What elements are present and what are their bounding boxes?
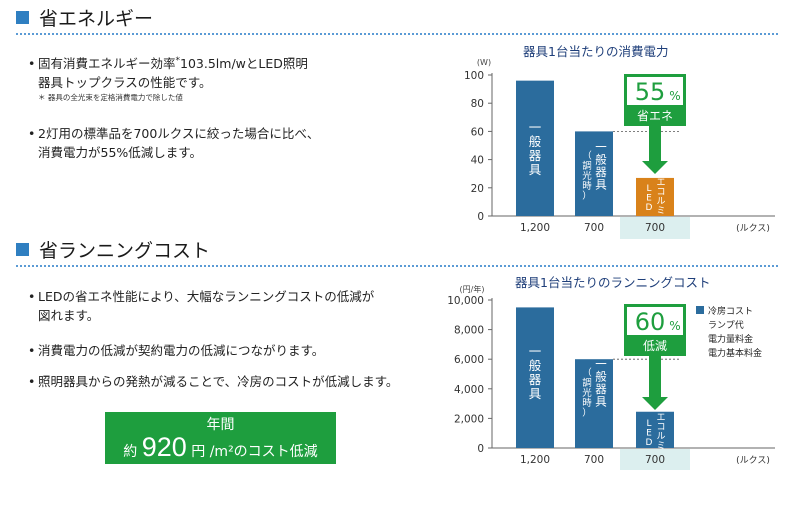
savings-unit: 円 /m²のコスト低減 bbox=[191, 444, 318, 460]
chart-1-bar bbox=[575, 359, 613, 448]
chart-1-y-tick-label: 10,000 bbox=[447, 295, 484, 307]
chart-0-bar-label: （調光時） bbox=[582, 150, 592, 202]
chart-0-y-tick-label: 0 bbox=[477, 211, 484, 223]
square-icon bbox=[16, 242, 29, 256]
footnote: ＊ 器具の全光束を定格消費電力で除した値 bbox=[38, 93, 183, 103]
chart-0-y-tick-label: 20 bbox=[471, 183, 484, 195]
chart-1-bar bbox=[516, 307, 554, 448]
chart-0-y-tick-label: 60 bbox=[471, 126, 484, 138]
chart-1-bar-label: 一般器具 bbox=[595, 357, 607, 409]
chart-1-category-highlight bbox=[620, 449, 690, 470]
savings-amount: 920 bbox=[141, 432, 187, 462]
chart-0-x-tick-label: 1,200 bbox=[520, 222, 550, 234]
chart-0-x-tick-label: 700 bbox=[584, 222, 604, 234]
chart-0-title: 器具1台当たりの消費電力 bbox=[523, 44, 668, 59]
chart-1-y-tick-label: 6,000 bbox=[454, 354, 484, 366]
chart-1-legend-entry: 電力量料金 bbox=[708, 333, 753, 345]
chart-0-bar-label: 一般器具 bbox=[529, 120, 542, 177]
chart-0-bar bbox=[516, 80, 554, 216]
chart-1-y-unit-label: (円/年) bbox=[460, 284, 485, 294]
chart-1-y-tick-label: 2,000 bbox=[454, 413, 484, 425]
chart-1-y-tick-label: 0 bbox=[477, 443, 484, 455]
bullet-led-performance: • LEDの省エネ性能により、大幅なランニングコストの低減が 図れます。 bbox=[28, 289, 375, 323]
chart-1-legend-entry: 電力基本料金 bbox=[708, 347, 762, 359]
section-title-running-cost: 省ランニングコスト bbox=[39, 239, 211, 262]
chart-1-callout-arrow-shaft bbox=[649, 356, 661, 398]
chart-1-bar-label: 一般器具 bbox=[529, 344, 542, 401]
chart-0-y-tick-label: 40 bbox=[471, 155, 484, 167]
chart-1-legend-entry: 冷房コスト bbox=[708, 305, 753, 317]
chart-1-callout-arrow-head bbox=[642, 397, 668, 410]
section-title-energy: 省エネルギー bbox=[39, 7, 154, 30]
chart-1-callout-value: 60 bbox=[635, 308, 666, 336]
chart-0-bar bbox=[636, 177, 674, 216]
chart-1-bar-label: エコルミ bbox=[656, 413, 665, 452]
section-header-running-cost: 省ランニングコスト bbox=[16, 236, 210, 262]
chart-1-x-tick-label: 1,200 bbox=[520, 454, 550, 466]
power-consumption-chart: 器具1台当たりの消費電力 (W) 0 20 40 60 80 100 1,200 700 700 一般… bbox=[464, 44, 775, 239]
chart-0-y-tick-label: 80 bbox=[471, 98, 484, 110]
chart-0-callout-arrow-head bbox=[642, 161, 668, 174]
chart-1-legend-entry: ランプ代 bbox=[708, 320, 744, 331]
chart-0-x-unit-label: (ルクス) bbox=[736, 223, 770, 234]
chart-1-title: 器具1台当たりのランニングコスト bbox=[515, 275, 710, 290]
chart-0-callout-label: 省エネ bbox=[637, 109, 673, 123]
chart-1-legend-swatch bbox=[696, 306, 704, 314]
chart-0-bar-label: 一般器具 bbox=[595, 140, 607, 192]
chart-1-bar-label: （調光時） bbox=[582, 367, 592, 419]
chart-0-y-unit-label: (W) bbox=[477, 58, 491, 67]
approx-label: 約 bbox=[123, 444, 138, 460]
chart-1-callout-unit: % bbox=[669, 319, 680, 333]
chart-0-callout-value-bg bbox=[627, 77, 683, 105]
chart-1-x-tick-label: 700 bbox=[645, 454, 665, 466]
chart-1-x-tick-label: 700 bbox=[584, 454, 604, 466]
bullet-reduction: • 2灯用の標準品を700ルクスに絞った場合に比べ、 消費電力が55%低減します。 bbox=[28, 126, 320, 160]
chart-1-callout-value-bg bbox=[627, 307, 683, 335]
chart-1-callout-label: 低減 bbox=[643, 338, 667, 353]
chart-1-y-tick-label: 4,000 bbox=[454, 384, 484, 396]
annual-savings-box: 年間 約 920 円 /m²のコスト低減 bbox=[105, 412, 336, 464]
chart-1-y-tick-label: 8,000 bbox=[454, 325, 484, 337]
chart-1-x-unit-label: (ルクス) bbox=[736, 455, 770, 466]
chart-1-bar bbox=[636, 411, 674, 448]
chart-0-y-tick-label: 100 bbox=[464, 70, 484, 82]
bullet-contract-power: • 消費電力の低減が契約電力の低減につながります。 bbox=[28, 343, 325, 358]
square-icon bbox=[16, 10, 29, 24]
section-divider bbox=[16, 265, 778, 267]
chart-0-bar-label: エコルミ bbox=[656, 178, 665, 217]
section-header-energy: 省エネルギー bbox=[16, 4, 153, 30]
chart-0-callout-unit: % bbox=[669, 89, 680, 103]
annual-label: 年間 bbox=[206, 417, 235, 433]
chart-0-x-tick-label: 700 bbox=[645, 222, 665, 234]
chart-0-callout-arrow-shaft bbox=[649, 126, 661, 162]
chart-0-callout-value: 55 bbox=[635, 78, 666, 106]
bullet-efficiency: • 固有消費エネルギー効率*103.5lm/wとLED照明 器具トップクラスの性能… bbox=[28, 56, 308, 103]
running-cost-chart: 器具1台当たりのランニングコスト (円/年) 0 2,000 4,000 6,000 8,0… bbox=[447, 275, 775, 470]
section-divider bbox=[16, 33, 778, 35]
chart-0-category-highlight bbox=[620, 217, 690, 239]
bullet-cooling: • 照明器具からの発熱が減ることで、冷房のコストが低減します。 bbox=[28, 374, 399, 389]
chart-0-bar bbox=[575, 131, 613, 216]
